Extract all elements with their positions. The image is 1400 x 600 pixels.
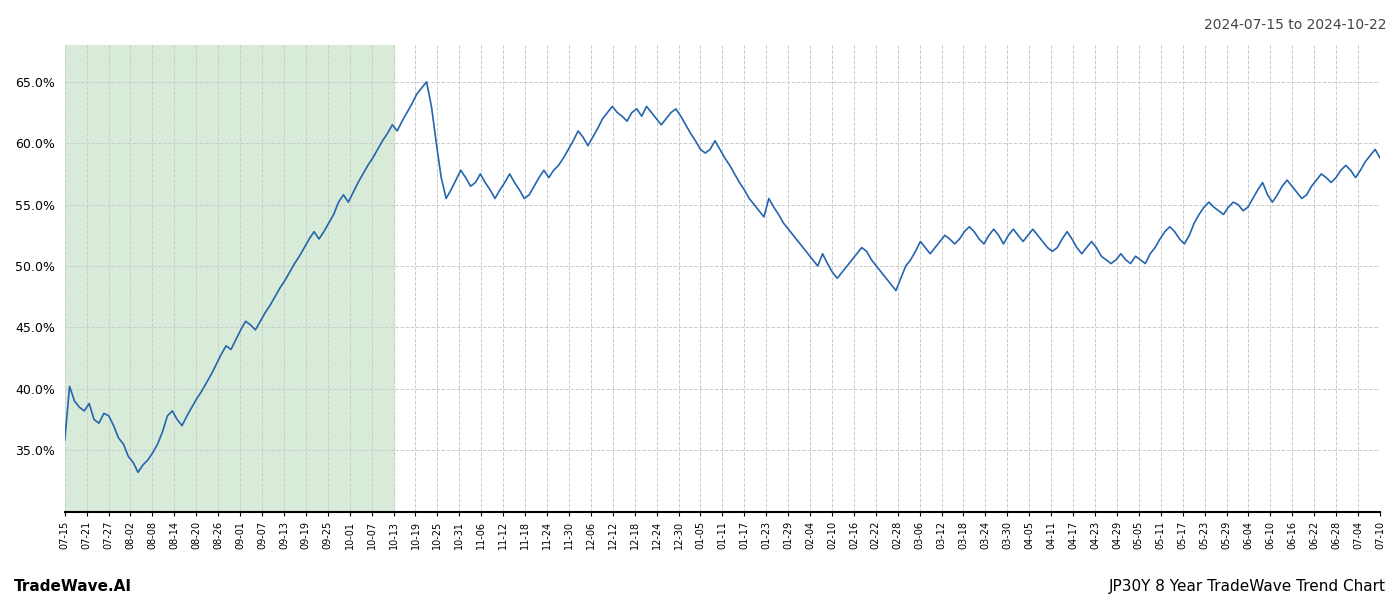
Text: 2024-07-15 to 2024-10-22: 2024-07-15 to 2024-10-22 xyxy=(1204,18,1386,32)
Text: JP30Y 8 Year TradeWave Trend Chart: JP30Y 8 Year TradeWave Trend Chart xyxy=(1109,579,1386,594)
Text: TradeWave.AI: TradeWave.AI xyxy=(14,579,132,594)
Bar xyxy=(64,45,393,512)
